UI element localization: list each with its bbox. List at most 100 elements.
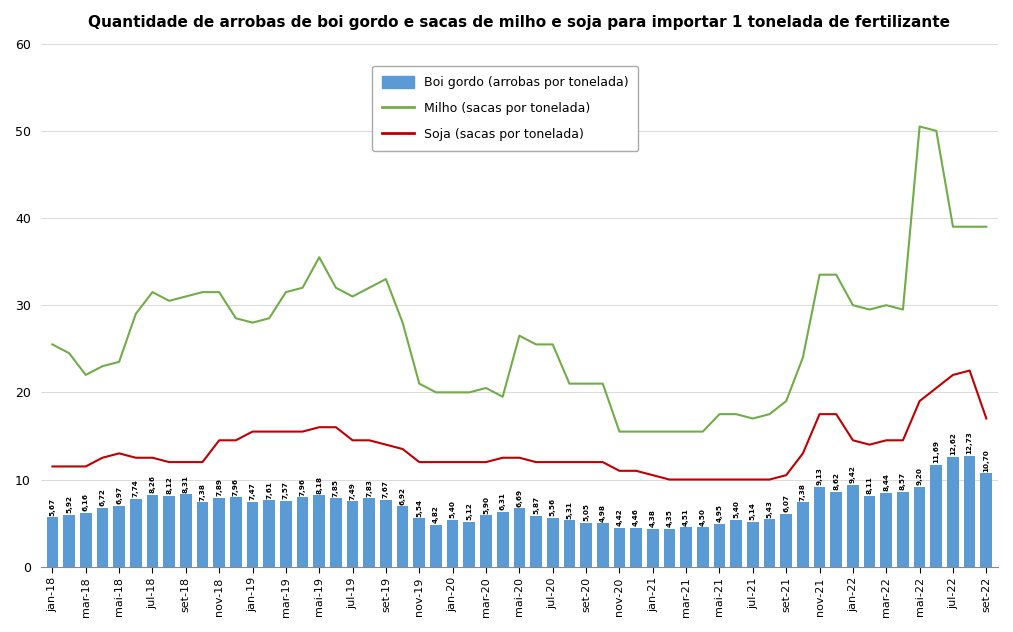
Bar [713,523,725,567]
Text: 8,26: 8,26 [150,475,155,493]
Text: 5,05: 5,05 [583,503,590,521]
Bar [864,496,875,567]
Text: 7,96: 7,96 [300,478,306,495]
Bar [847,485,859,567]
Bar [747,522,759,567]
Text: 5,12: 5,12 [466,502,472,520]
Bar [130,499,142,567]
Bar [630,528,642,567]
Text: 9,42: 9,42 [850,465,856,483]
Bar [914,487,926,567]
Title: Quantidade de arrobas de boi gordo e sacas de milho e soja para importar 1 tonel: Quantidade de arrobas de boi gordo e sac… [88,15,950,30]
Bar [280,501,292,567]
Bar [346,501,359,567]
Text: 6,31: 6,31 [499,492,505,510]
Text: 8,12: 8,12 [166,477,172,494]
Bar [614,528,625,567]
Bar [230,497,242,567]
Text: 7,38: 7,38 [200,483,206,501]
Text: 5,87: 5,87 [533,495,539,514]
Text: 4,51: 4,51 [683,507,689,526]
Bar [180,494,191,567]
Text: 7,61: 7,61 [266,481,272,499]
Text: 5,14: 5,14 [750,502,756,520]
Bar [580,523,592,567]
Text: 8,57: 8,57 [900,472,906,490]
Bar [664,529,676,567]
Text: 7,57: 7,57 [283,481,289,499]
Bar [681,527,692,567]
Text: 6,69: 6,69 [517,489,523,507]
Bar [431,525,442,567]
Bar [380,500,392,567]
Bar [364,499,375,567]
Text: 6,07: 6,07 [783,494,789,512]
Text: 10,70: 10,70 [984,449,990,471]
Text: 12,62: 12,62 [950,432,956,455]
Text: 7,83: 7,83 [367,479,372,497]
Text: 7,96: 7,96 [233,478,239,495]
Text: 8,18: 8,18 [316,476,322,494]
Bar [898,492,909,567]
Bar [330,498,341,567]
Text: 7,85: 7,85 [333,478,339,497]
Bar [647,528,658,567]
Text: 5,40: 5,40 [450,500,456,518]
Bar [963,456,976,567]
Text: 7,47: 7,47 [249,482,255,500]
Text: 8,11: 8,11 [866,477,872,494]
Text: 4,82: 4,82 [433,505,439,523]
Text: 5,92: 5,92 [66,495,72,513]
Text: 4,38: 4,38 [649,509,655,527]
Bar [147,495,158,567]
Text: 9,20: 9,20 [917,467,923,485]
Bar [480,515,492,567]
Text: 6,16: 6,16 [83,493,89,511]
Bar [597,523,609,567]
Bar [764,520,775,567]
Bar [931,465,942,567]
Bar [80,513,91,567]
Text: 8,62: 8,62 [834,472,839,490]
Text: 11,69: 11,69 [933,440,939,463]
Bar [247,502,258,567]
Text: 7,74: 7,74 [133,480,139,497]
Text: 7,89: 7,89 [216,478,222,496]
Bar [563,520,575,567]
Text: 4,42: 4,42 [617,509,622,526]
Text: 5,67: 5,67 [50,497,56,516]
Bar [547,518,558,567]
Text: 4,95: 4,95 [716,504,722,522]
Text: 4,46: 4,46 [633,508,639,526]
Text: 5,43: 5,43 [767,500,773,518]
Bar [797,502,808,567]
Text: 6,72: 6,72 [99,489,105,506]
Text: 6,97: 6,97 [116,486,123,504]
Text: 8,44: 8,44 [883,473,889,492]
Bar [780,514,792,567]
Bar [530,516,542,567]
Bar [413,518,425,567]
Bar [63,515,75,567]
Text: 5,56: 5,56 [550,499,556,516]
Text: 7,38: 7,38 [800,483,806,501]
Bar [197,502,209,567]
Text: 7,67: 7,67 [383,480,389,498]
Bar [47,517,58,567]
Bar [214,498,225,567]
Text: 8,31: 8,31 [182,475,188,492]
Text: 7,49: 7,49 [349,482,356,500]
Text: 5,90: 5,90 [483,495,489,514]
Bar [981,473,992,567]
Bar [297,497,308,567]
Bar [113,506,125,567]
Text: 4,35: 4,35 [667,509,673,527]
Text: 5,54: 5,54 [416,499,422,517]
Text: 6,92: 6,92 [399,487,405,504]
Bar [697,528,709,567]
Text: 9,13: 9,13 [816,468,823,485]
Bar [313,495,325,567]
Text: 5,40: 5,40 [733,500,739,518]
Bar [464,522,475,567]
Bar [880,493,892,567]
